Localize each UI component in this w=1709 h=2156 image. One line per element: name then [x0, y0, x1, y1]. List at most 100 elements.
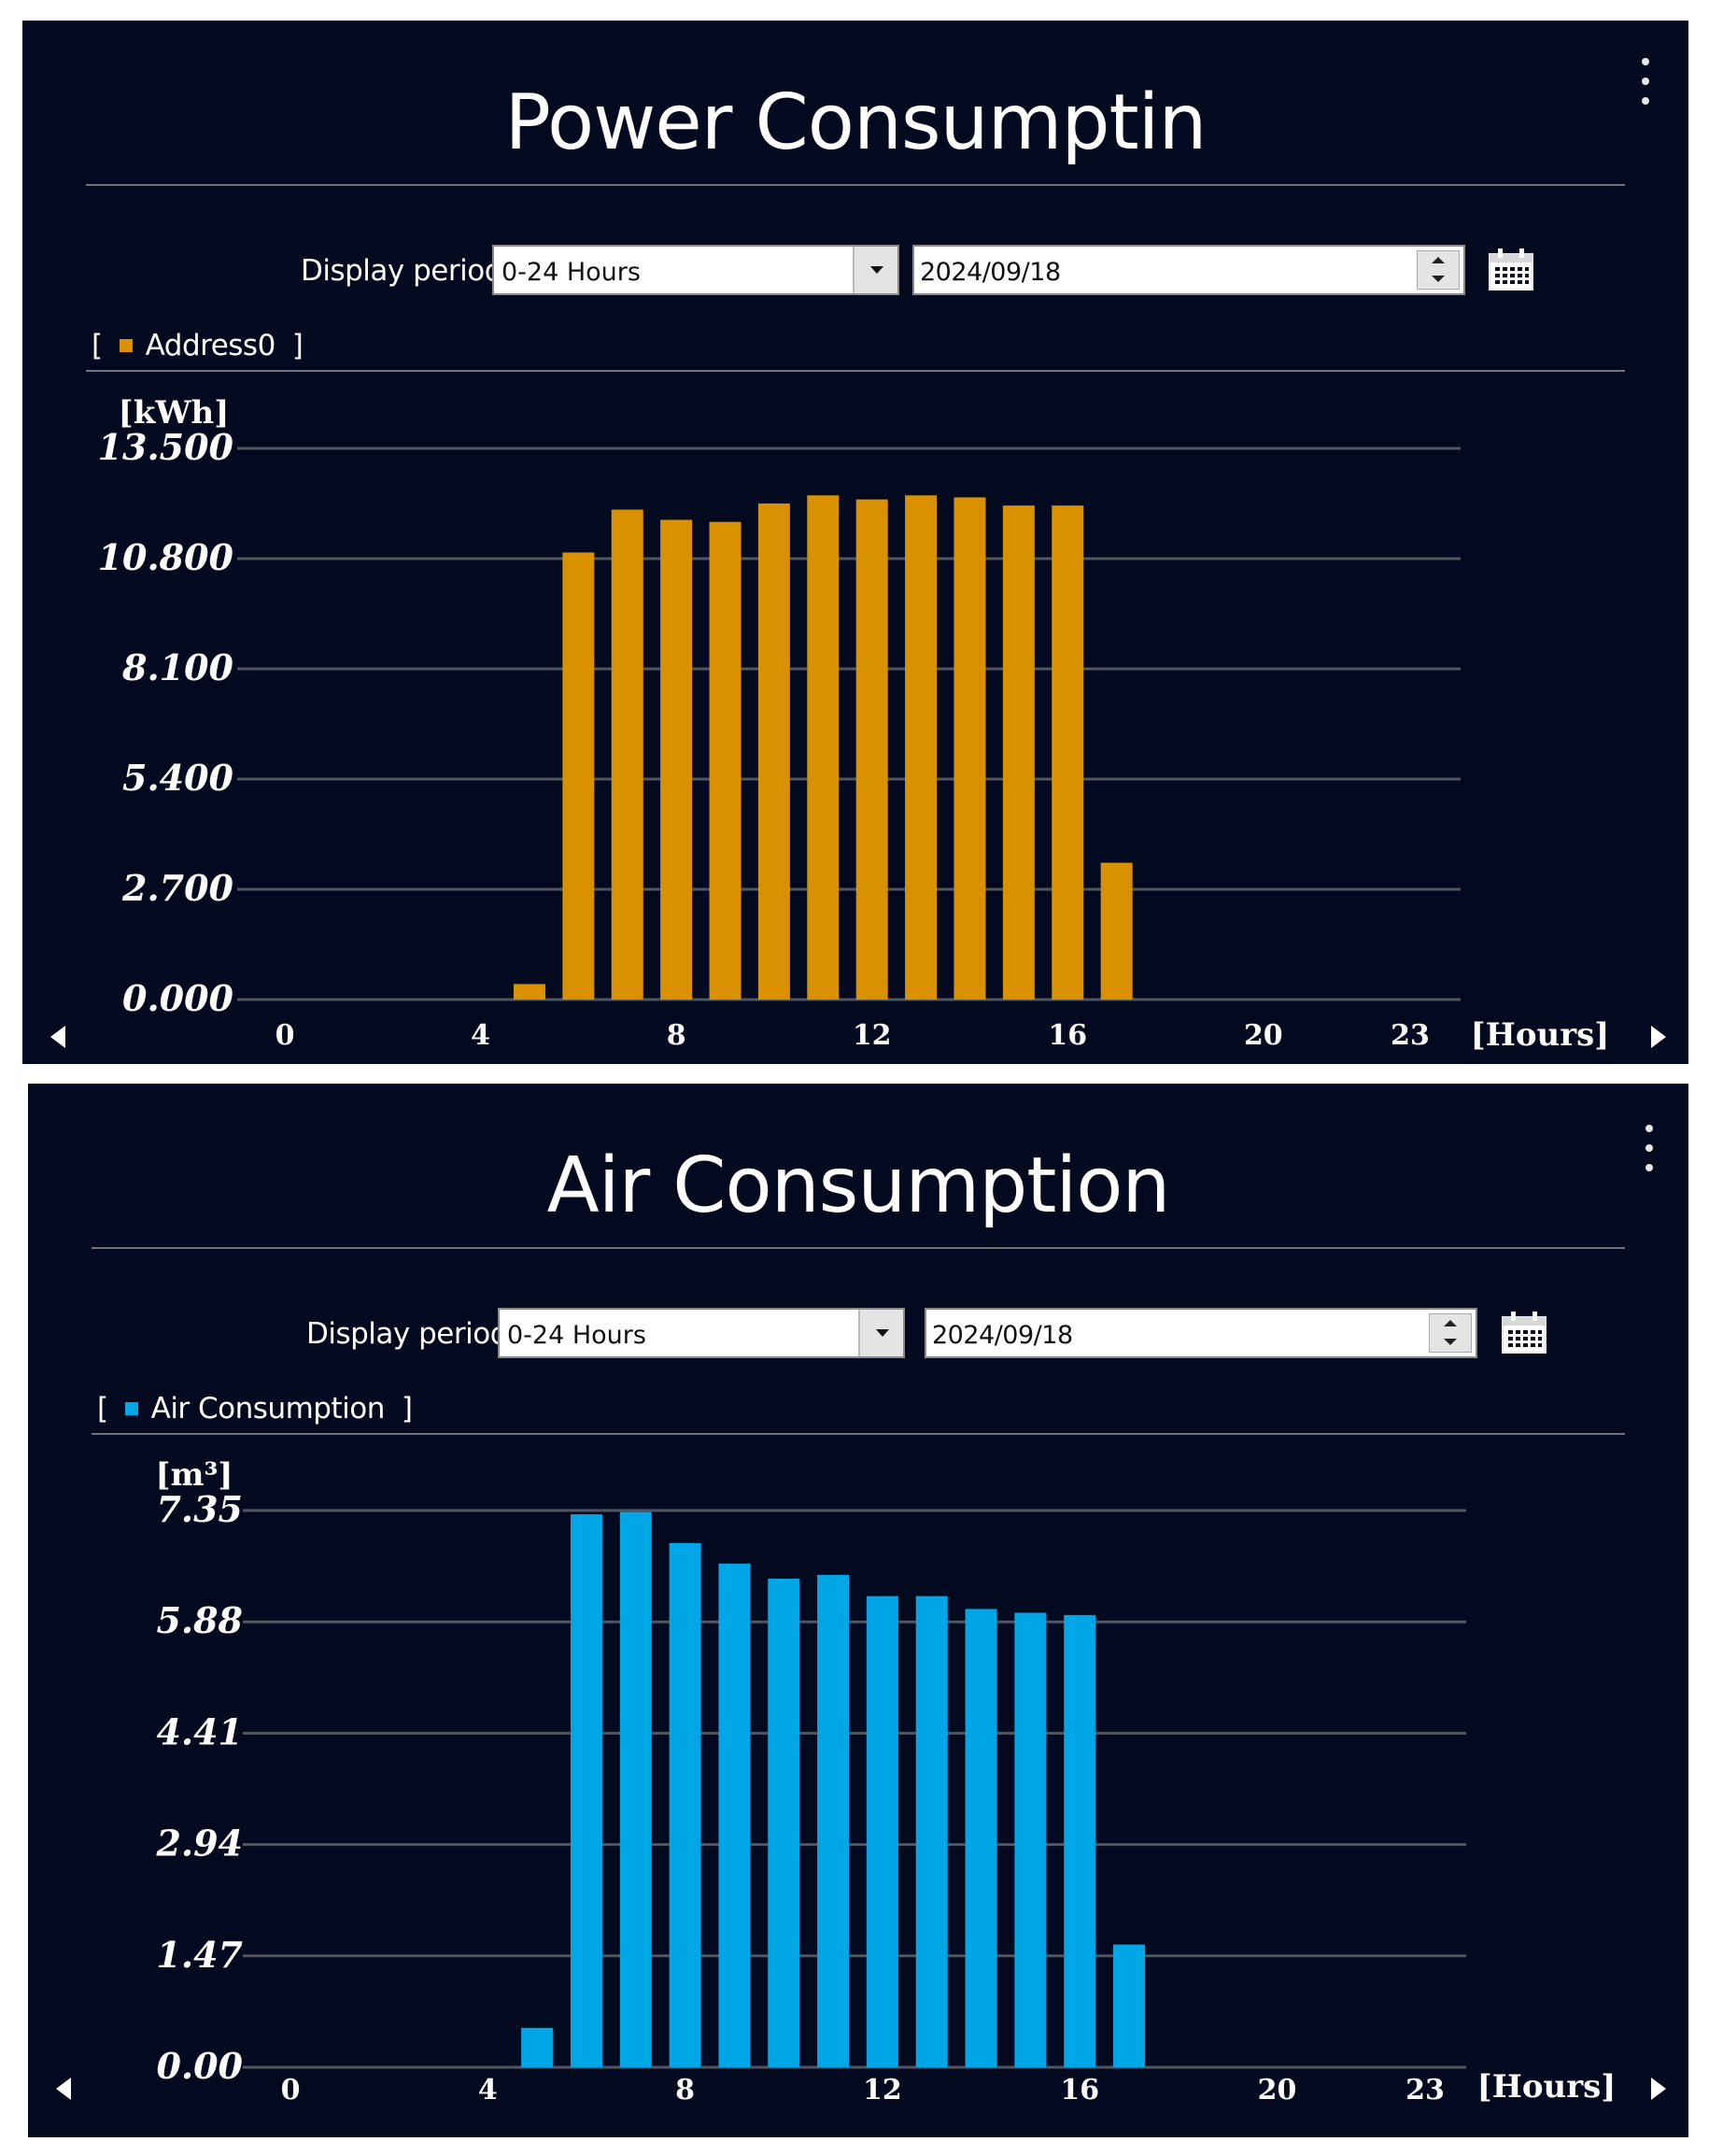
bar-hour-11	[817, 1574, 850, 2067]
bar-hour-5	[513, 984, 545, 1000]
more-options-icon[interactable]	[1640, 1125, 1659, 1171]
y-tick-label: 8.100	[121, 646, 234, 688]
legend-swatch	[124, 1401, 138, 1415]
bar-hour-16	[1064, 1614, 1096, 2067]
spin-down-icon[interactable]	[1430, 1333, 1471, 1352]
display-period-value: 0-24 Hours	[501, 258, 641, 287]
title-divider	[92, 1247, 1625, 1249]
power-consumption-panel: Power Consumptin Display period 0-24 Hou…	[22, 21, 1688, 1064]
y-tick-label: 7.35	[156, 1488, 243, 1530]
chart-title: Power Consumptin	[504, 78, 1208, 167]
date-input[interactable]: 2024/09/18	[925, 1308, 1477, 1358]
legend-swatch	[119, 338, 133, 352]
y-tick-label: 4.41	[156, 1710, 243, 1752]
y-tick-label: 0.00	[156, 2045, 243, 2087]
calendar-icon[interactable]	[1500, 1310, 1548, 1356]
y-tick-label: 1.47	[156, 1934, 243, 1976]
bar-hour-7	[619, 1511, 652, 2067]
chart-title: Air Consumption	[546, 1142, 1171, 1230]
legend-bracket-close: ]	[291, 329, 304, 362]
y-tick-label: 13.500	[98, 426, 234, 468]
x-tick-label: 8	[675, 2074, 695, 2106]
x-tick-label: 23	[1391, 1019, 1430, 1052]
y-axis-unit: [m³]	[155, 1456, 233, 1494]
legend-divider	[86, 370, 1625, 372]
legend-bracket-open: [	[97, 1392, 108, 1426]
bar-hour-11	[807, 495, 840, 1000]
title-divider	[86, 184, 1625, 186]
air-bar-chart: 0.00 1.47 2.94 4.41 5.88 7.35 0 4 8 12 16 20 23 [m³…	[155, 1456, 1617, 2106]
legend: [ Air Consumption]	[97, 1392, 413, 1426]
display-period-label: Display period	[306, 1317, 508, 1351]
bar-hour-17	[1100, 862, 1133, 1000]
legend-label: Air Consumption	[150, 1392, 386, 1426]
bar-hour-12	[866, 1596, 898, 2067]
x-axis-unit: [Hours]	[1471, 1016, 1610, 1054]
x-tick-label: 0	[281, 2074, 301, 2106]
controls-row: Display period 0-24 Hours 2024/09/18	[22, 245, 1688, 299]
legend-divider	[92, 1433, 1625, 1435]
y-tick-label: 2.94	[155, 1823, 243, 1865]
legend-bracket-open: [	[92, 329, 103, 362]
x-tick-label: 0	[275, 1019, 295, 1052]
previous-arrow-icon[interactable]	[56, 2078, 71, 2100]
date-input[interactable]: 2024/09/18	[912, 245, 1465, 295]
bar-hour-9	[709, 521, 742, 1000]
bar-hour-6	[570, 1514, 602, 2067]
more-options-icon[interactable]	[1636, 58, 1655, 105]
x-tick-label: 8	[667, 1019, 686, 1052]
display-period-select[interactable]: 0-24 Hours	[498, 1308, 905, 1358]
x-tick-label: 12	[853, 1019, 892, 1052]
bar-hour-8	[669, 1542, 701, 2067]
bar-hour-10	[768, 1578, 800, 2067]
chevron-down-icon[interactable]	[858, 1310, 903, 1356]
date-value: 2024/09/18	[932, 1321, 1073, 1350]
y-tick-label: 10.800	[98, 536, 234, 578]
display-period-value: 0-24 Hours	[507, 1321, 646, 1350]
x-tick-label: 16	[1048, 1019, 1087, 1052]
date-spinner	[1417, 250, 1460, 290]
date-value: 2024/09/18	[920, 258, 1061, 287]
x-tick-label: 4	[471, 1019, 490, 1052]
next-arrow-icon[interactable]	[1651, 1026, 1666, 1048]
spin-up-icon[interactable]	[1430, 1314, 1471, 1333]
previous-arrow-icon[interactable]	[50, 1026, 65, 1048]
x-tick-label: 20	[1244, 1019, 1283, 1052]
power-bar-chart: 0.000 2.700 5.400 8.100 10.800 13.500 0 4 8 12 16…	[98, 394, 1610, 1054]
y-axis-unit: [kWh]	[119, 394, 230, 432]
bar-hour-10	[757, 504, 790, 1000]
bar-hour-14	[953, 497, 986, 1000]
calendar-icon[interactable]	[1487, 247, 1535, 293]
bar-hour-7	[611, 509, 643, 1000]
spin-down-icon[interactable]	[1418, 270, 1459, 289]
legend: [ Address0]	[92, 329, 304, 362]
bar-hour-12	[855, 499, 888, 1000]
y-tick-label: 5.400	[122, 757, 234, 799]
bar-hour-17	[1113, 1944, 1146, 2067]
legend-label: Address0	[145, 329, 276, 362]
date-spinner	[1429, 1313, 1472, 1353]
x-tick-label: 12	[863, 2074, 902, 2106]
display-period-select[interactable]: 0-24 Hours	[492, 245, 899, 295]
x-tick-label: 23	[1405, 2074, 1445, 2106]
bar-hour-15	[1002, 505, 1035, 1000]
bar-hour-14	[965, 1609, 997, 2067]
bar-hour-8	[660, 519, 693, 1000]
x-axis-unit: [Hours]	[1477, 2068, 1617, 2106]
y-tick-label: 0.000	[122, 977, 234, 1019]
bar-hour-13	[915, 1596, 948, 2067]
bar-hour-13	[905, 495, 938, 1000]
bar-hour-6	[562, 552, 595, 1000]
chevron-down-icon[interactable]	[853, 247, 897, 293]
bar-hour-5	[521, 2027, 554, 2067]
air-consumption-panel: Air Consumption Display period 0-24 Hour…	[28, 1084, 1688, 2137]
display-period-label: Display period	[301, 254, 502, 288]
bar-hour-9	[718, 1563, 751, 2067]
legend-bracket-close: ]	[401, 1392, 413, 1426]
bar-hour-16	[1052, 505, 1084, 1000]
x-tick-label: 4	[478, 2074, 498, 2106]
bar-hour-15	[1014, 1612, 1047, 2067]
next-arrow-icon[interactable]	[1651, 2078, 1666, 2100]
spin-up-icon[interactable]	[1418, 251, 1459, 270]
y-tick-label: 2.700	[121, 867, 234, 909]
